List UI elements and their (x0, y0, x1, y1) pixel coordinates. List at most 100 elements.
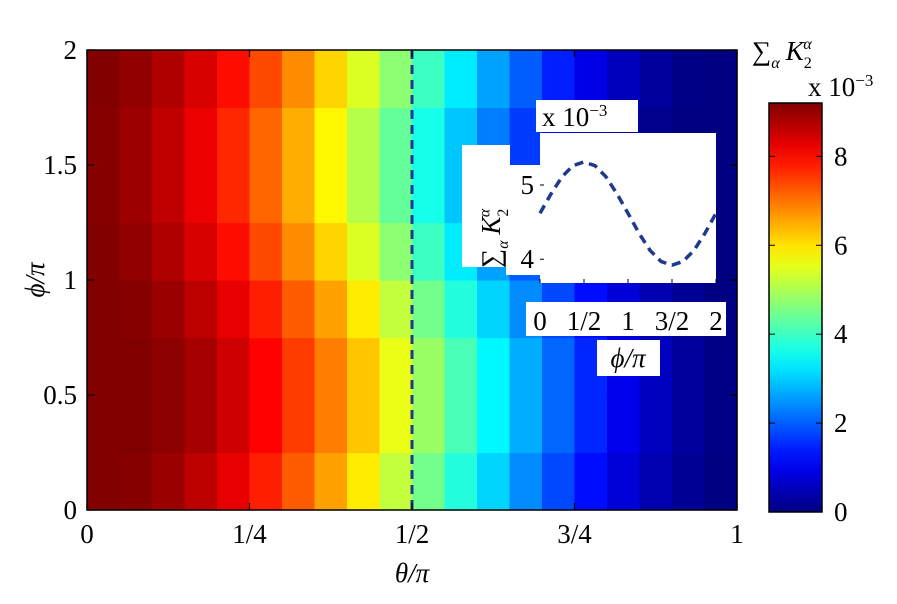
heat-cell (379, 452, 413, 511)
heat-cell (607, 50, 641, 109)
heat-cell (152, 107, 186, 166)
heat-cell (87, 280, 121, 339)
heat-cell (347, 50, 381, 109)
math-label: ∑αK2α (476, 208, 512, 268)
heat-cell (249, 337, 283, 396)
subscript: 2 (495, 209, 512, 217)
heat-cell (477, 452, 511, 511)
heat-cell (704, 452, 738, 511)
heat-cell (542, 50, 576, 109)
heat-cell (379, 280, 413, 339)
heat-cell (184, 50, 218, 109)
heat-cell (412, 222, 446, 281)
heat-cell (574, 395, 608, 454)
inset-plot (540, 133, 716, 283)
inset-x-label: ϕ/π (610, 343, 646, 373)
heat-cell (379, 222, 413, 281)
sum-subscript: α (495, 240, 512, 249)
heat-cell (314, 395, 348, 454)
heat-cell (347, 337, 381, 396)
heat-cell (477, 395, 511, 454)
heat-cell (542, 337, 576, 396)
colorbar-tick-label: 2 (834, 408, 848, 438)
sum-sign: ∑ (476, 249, 506, 268)
heat-cell (249, 222, 283, 281)
heat-cell (119, 165, 153, 224)
heat-cell (542, 452, 576, 511)
heat-cell (347, 222, 381, 281)
heat-cell (412, 50, 446, 109)
heat-cell (444, 50, 478, 109)
heat-cell (412, 395, 446, 454)
heat-cell (119, 452, 153, 511)
inset-label-bg (462, 145, 510, 267)
heat-cell (347, 452, 381, 511)
inset-label-bg (526, 302, 726, 336)
x-tick-label: 1 (730, 519, 744, 549)
heat-cell (347, 165, 381, 224)
heat-cell (217, 395, 251, 454)
heat-cell (314, 222, 348, 281)
heat-cell (184, 107, 218, 166)
heat-cell (477, 280, 511, 339)
y-axis-label: ϕ/π (20, 261, 50, 297)
heat-cell (314, 337, 348, 396)
heat-cell (639, 452, 673, 511)
heat-cell (184, 337, 218, 396)
heat-cell (152, 337, 186, 396)
heat-cell (672, 452, 706, 511)
sum-sign: ∑ (752, 36, 771, 66)
heat-cell (282, 452, 316, 511)
heat-cell (282, 280, 316, 339)
heat-cell (249, 395, 283, 454)
heat-cell (249, 50, 283, 109)
heat-cell (152, 395, 186, 454)
inset-line (538, 160, 718, 268)
colorbar-scale: x 10−3 (808, 71, 873, 102)
y-tick-label: 2 (64, 35, 78, 65)
x-tick-label: 0 (80, 519, 94, 549)
heat-cell (87, 50, 121, 109)
heat-cell (704, 50, 738, 109)
heat-cell (412, 337, 446, 396)
symbol: K (476, 215, 506, 236)
heat-cell (249, 280, 283, 339)
heat-cell (639, 50, 673, 109)
heat-cell (347, 107, 381, 166)
inset-label-bg (597, 340, 660, 376)
y-tick-label: 0 (64, 495, 78, 525)
heat-cell (509, 50, 543, 109)
heat-cell (282, 50, 316, 109)
inset-label-bg (536, 100, 638, 132)
heat-cell (444, 452, 478, 511)
x-tick-label: 1/4 (232, 519, 267, 549)
heat-cell (379, 337, 413, 396)
inset-x-tick-label: 1/2 (567, 306, 602, 336)
heat-cell (119, 395, 153, 454)
heat-cell (314, 107, 348, 166)
heat-cell (314, 280, 348, 339)
heat-cell (249, 165, 283, 224)
heat-cell (379, 165, 413, 224)
heat-cell (87, 395, 121, 454)
heat-cell (217, 222, 251, 281)
heat-cell (574, 50, 608, 109)
superscript: α (803, 35, 812, 53)
heat-cell (119, 50, 153, 109)
heat-cell (379, 395, 413, 454)
inset-label-bg (506, 165, 540, 275)
heat-cell (119, 107, 153, 166)
x-tick-label: 3/4 (557, 519, 592, 549)
inset-x-tick-label: 0 (533, 306, 547, 336)
heat-cell (184, 165, 218, 224)
inset-x-tick-label: 3/2 (655, 306, 690, 336)
heat-cell (249, 107, 283, 166)
heat-cell (87, 452, 121, 511)
heat-cell (412, 452, 446, 511)
heat-cell (704, 395, 738, 454)
heat-cell (184, 280, 218, 339)
heat-cell (347, 280, 381, 339)
colorbar-tick-label: 6 (834, 230, 848, 260)
